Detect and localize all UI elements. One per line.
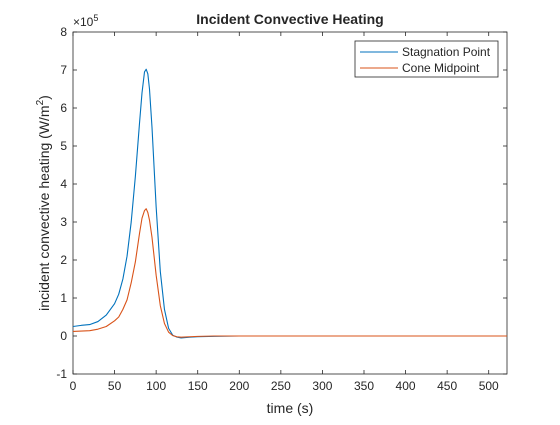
y-tick-label: 3 bbox=[60, 215, 67, 229]
legend: Stagnation Point Cone Midpoint bbox=[354, 40, 499, 78]
series-line-cone-midpoint bbox=[72, 208, 507, 338]
x-tick-label: 0 bbox=[70, 379, 77, 393]
x-axis-label: time (s) bbox=[267, 400, 314, 416]
y-tick-label: 7 bbox=[60, 63, 67, 77]
axes-box bbox=[72, 31, 508, 375]
y-axis-label-main: incident convective heating (W/m bbox=[36, 105, 52, 310]
y-exponent-base: ×10 bbox=[73, 15, 94, 29]
y-tick-label: 4 bbox=[60, 177, 67, 191]
x-tick-label: 250 bbox=[271, 379, 291, 393]
x-tick-label: 200 bbox=[229, 379, 249, 393]
legend-box bbox=[354, 40, 499, 78]
y-axis-label-sup: 2 bbox=[35, 99, 46, 105]
chart-title: Incident Convective Heating bbox=[196, 11, 383, 27]
y-tick-label: -1 bbox=[56, 367, 67, 381]
legend-label-cone: Cone Midpoint bbox=[402, 61, 480, 75]
y-axis-label: incident convective heating (W/m2) bbox=[35, 95, 52, 311]
y-axis-ticks: -1 0 1 2 3 4 5 6 7 8 bbox=[56, 25, 507, 381]
y-exponent-power: 5 bbox=[93, 13, 98, 23]
y-tick-label: 0 bbox=[60, 329, 67, 343]
x-tick-label: 400 bbox=[396, 379, 416, 393]
x-axis-ticks: 0 50 100 150 200 250 300 350 400 450 500 bbox=[70, 32, 499, 393]
x-tick-label: 450 bbox=[437, 379, 457, 393]
y-axis-label-close: ) bbox=[36, 95, 52, 100]
y-tick-label: 6 bbox=[60, 101, 67, 115]
legend-label-stagnation: Stagnation Point bbox=[402, 45, 491, 59]
x-tick-label: 300 bbox=[312, 379, 332, 393]
x-tick-label: 350 bbox=[354, 379, 374, 393]
x-tick-label: 150 bbox=[188, 379, 208, 393]
y-tick-label: 5 bbox=[60, 139, 67, 153]
series-lines bbox=[72, 68, 507, 339]
x-tick-label: 50 bbox=[108, 379, 122, 393]
x-tick-label: 500 bbox=[479, 379, 499, 393]
y-tick-label: 2 bbox=[60, 253, 67, 267]
y-tick-label: 8 bbox=[60, 25, 67, 39]
y-tick-label: 1 bbox=[60, 291, 67, 305]
y-exponent-label: ×105 bbox=[73, 13, 98, 29]
x-tick-label: 100 bbox=[146, 379, 166, 393]
